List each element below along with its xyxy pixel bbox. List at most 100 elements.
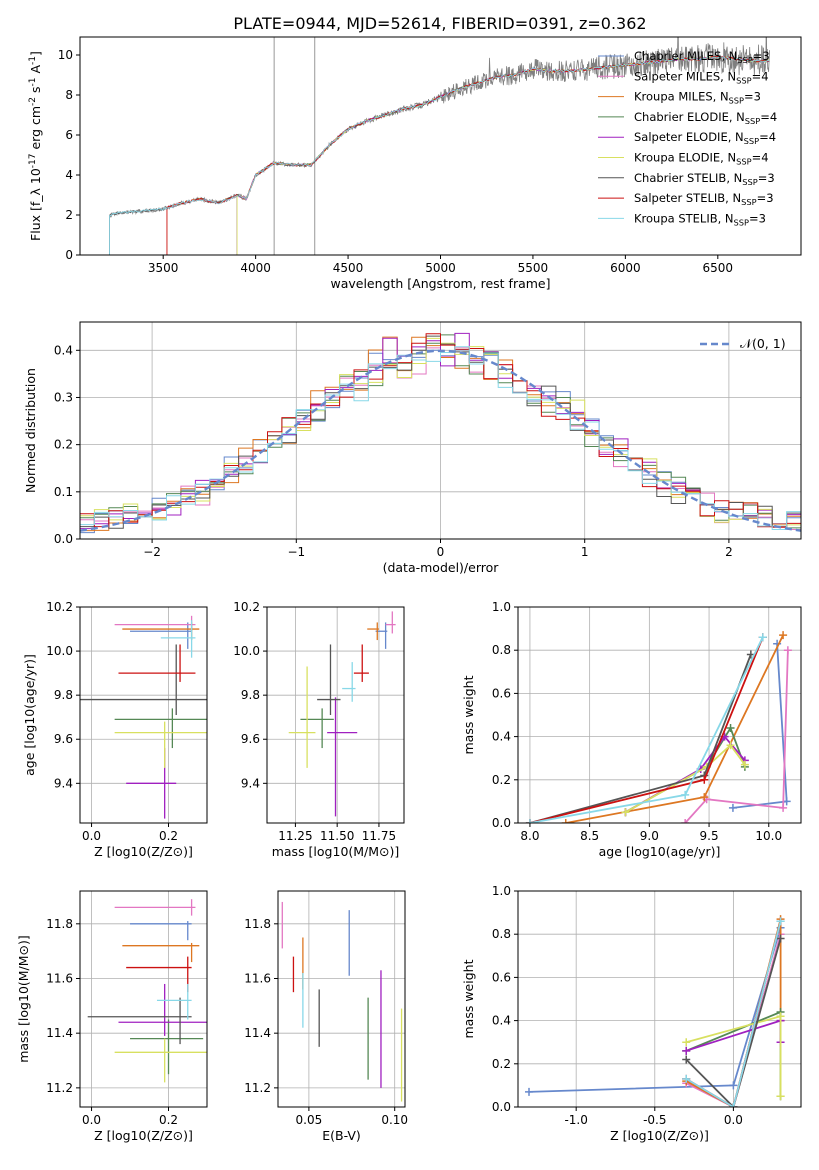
x-axis-label: Z [log10(Z/Z⊙)] [610,1128,709,1143]
mass-weight-marker [682,1074,691,1083]
plot-area-mass_vs_ebv [281,901,403,1102]
y-tick-label: 6 [65,128,73,142]
mass-weight-line [684,650,789,823]
y-tick-label: 0.8 [492,643,511,657]
spectrum-legend: Chabrier MILES, NSSP=3 Salpeter MILES, NS… [598,49,777,227]
y-tick-label: 11.4 [244,1026,271,1040]
x-tick-label: 4500 [333,261,364,275]
y-tick-label: 2 [65,208,73,222]
x-axis-label: E(B-V) [322,1128,361,1143]
legend-label: Salpeter MILES, NSSP=4 [634,69,769,85]
axes-frame [79,606,208,824]
y-tick-label: 0 [65,248,73,262]
mass-weight-marker [621,808,630,817]
observed-spectrum-line [109,37,770,255]
y-tick-label: 10.2 [46,600,73,614]
axes-frame [266,606,405,824]
plots-area: 3500 4000 4500 5000 5500 6000 65000246810wavel… [16,36,802,1143]
x-tick-label: −2 [143,545,161,559]
mass-weight-marker [525,1087,534,1096]
residual-histogram-step [80,346,801,530]
y-tick-label: 11.2 [46,1081,73,1095]
x-tick-label: 8.0 [520,829,539,843]
x-tick-label: 4000 [240,261,271,275]
mass-weight-marker [728,803,737,812]
residual-histogram-step [80,333,801,528]
mass-weight-marker [776,1092,785,1101]
x-tick-label: 11.75 [362,829,396,843]
x-tick-label: −1 [287,545,305,559]
x-tick-label: 0.0 [82,1113,101,1127]
chart-residuals: −2 −1 0 1 2 0.0 0.1 0.2 0.3 0.4 (data-model)/error… [23,321,802,575]
legend-label: Kroupa ELODIE, NSSP=4 [634,151,769,167]
legend-label: Kroupa STELIB, NSSP=3 [634,211,766,227]
y-tick-label: 0.2 [492,773,511,787]
y-tick-label: 0.6 [492,686,511,700]
y-tick-label: 0.4 [492,1014,511,1028]
y-tick-label: 11.6 [244,971,271,985]
plot-area-residuals [80,332,801,534]
mass-weight-marker [729,1081,738,1090]
mass-weight-marker [561,819,570,823]
x-tick-label: 0.05 [296,1113,323,1127]
x-tick-label: 0.2 [159,1113,178,1127]
y-tick-label: 0.3 [54,390,73,404]
mass-weight-marker [758,633,767,642]
model-spectrum-line [166,55,769,255]
mass-weight-line [685,920,782,1107]
y-axis-label: mass weight [461,959,476,1038]
y-tick-label: 10.0 [233,644,260,658]
mass-weight-marker [783,646,792,655]
y-tick-label: 11.8 [244,917,271,931]
y-tick-label: 9.4 [54,776,73,790]
x-axis-label: Z [log10(Z/Z⊙)] [94,844,193,859]
x-tick-label: 6500 [703,261,734,275]
axes-frame [79,890,208,1108]
y-tick-label: 0.2 [54,438,73,452]
mass-weight-marker [682,1038,691,1047]
y-tick-label: 1.0 [492,884,511,898]
y-tick-label: 0.1 [54,485,73,499]
plot-area-weights_vs_age [525,631,792,823]
y-tick-label: 0.6 [492,970,511,984]
x-tick-label: 3500 [148,261,179,275]
mass-weight-marker [682,1046,691,1055]
plot-area-mass_vs_Z [87,899,207,1083]
x-tick-label: 11.25 [278,829,312,843]
y-tick-label: 8 [65,88,73,102]
x-tick-label: 11.50 [320,829,354,843]
x-tick-label: 5500 [518,261,549,275]
y-tick-label: 1.0 [492,600,511,614]
mass-weight-marker [740,760,749,769]
y-axis-label: Flux [f_λ 10-17 erg cm-2 s-1 A-1] [28,51,43,241]
x-tick-label: 5000 [425,261,456,275]
y-tick-label: 9.8 [241,688,260,702]
axes-frame [517,606,802,824]
mass-weight-marker [729,1103,738,1107]
mass-weight-marker [776,917,785,926]
x-tick-label: -0.5 [643,1113,666,1127]
mass-weight-marker [682,1055,691,1064]
figure-title: PLATE=0944, MJD=52614, FIBERID=0391, z=0… [233,14,646,33]
x-axis-label: Z [log10(Z/Z⊙)] [94,1128,193,1143]
mass-weight-marker [776,934,785,943]
y-tick-label: 10.0 [46,644,73,658]
x-tick-label: 0.0 [724,1113,743,1127]
y-tick-label: 0.2 [492,1057,511,1071]
legend-label: Kroupa MILES, NSSP=3 [634,90,761,106]
chart-weights_vs_Z: -1.0 -0.5 0.0 0.0 0.2 0.4 0.6 0.8 1.0 Z [log10(Z/… [461,884,802,1143]
y-tick-label: 9.6 [54,732,73,746]
chart-mass_vs_ebv: 0.05 0.10 11.2 11.4 11.6 11.8 E(B-V) [244,890,408,1143]
x-axis-label: (data-model)/error [383,560,500,575]
y-axis-label: mass [log10(M/M⊙)] [16,935,31,1063]
mass-weight-marker [776,1012,785,1021]
x-tick-label: 6000 [610,261,641,275]
plot-area-age_vs_Z [80,615,207,819]
mass-weight-marker [525,819,534,823]
y-tick-label: 11.4 [46,1026,73,1040]
y-tick-label: 0.0 [492,1100,511,1114]
mass-weight-marker [726,741,735,750]
model-spectrum-line [109,56,770,255]
x-tick-label: 0.10 [381,1113,408,1127]
